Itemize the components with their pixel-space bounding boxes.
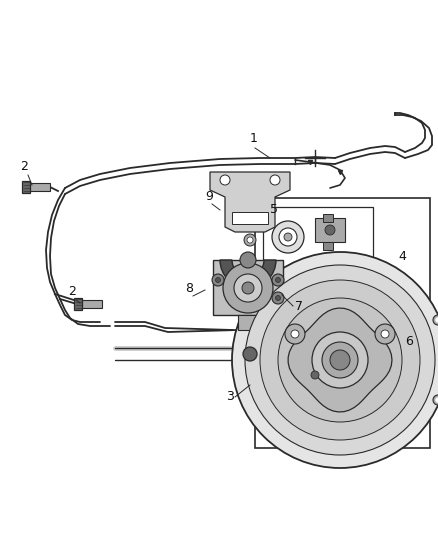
- Text: 9: 9: [205, 190, 213, 203]
- Circle shape: [312, 332, 368, 388]
- Circle shape: [270, 175, 280, 185]
- Text: 4: 4: [398, 250, 406, 263]
- Circle shape: [243, 347, 257, 361]
- Bar: [238, 315, 258, 330]
- Bar: [28, 183, 50, 191]
- Bar: [74, 298, 82, 310]
- Text: 3: 3: [226, 390, 234, 403]
- Circle shape: [234, 274, 262, 302]
- Bar: [263, 207, 373, 267]
- Text: 6: 6: [405, 335, 413, 348]
- Circle shape: [276, 295, 280, 301]
- Bar: [80, 300, 102, 308]
- Text: 1: 1: [250, 132, 258, 145]
- Circle shape: [278, 298, 402, 422]
- Polygon shape: [288, 308, 392, 412]
- Circle shape: [223, 263, 273, 313]
- Circle shape: [244, 234, 256, 246]
- Circle shape: [381, 330, 389, 338]
- Circle shape: [245, 265, 435, 455]
- Text: 2: 2: [20, 160, 28, 173]
- Circle shape: [279, 228, 297, 246]
- Bar: [323, 214, 333, 222]
- Circle shape: [291, 330, 299, 338]
- Circle shape: [436, 398, 438, 402]
- Circle shape: [276, 278, 280, 282]
- Circle shape: [242, 282, 254, 294]
- Circle shape: [325, 225, 335, 235]
- Circle shape: [285, 324, 305, 344]
- Circle shape: [433, 315, 438, 325]
- Circle shape: [247, 237, 253, 243]
- Circle shape: [330, 350, 350, 370]
- Bar: [22, 181, 30, 193]
- Bar: [315, 218, 345, 242]
- Bar: [323, 242, 333, 250]
- Circle shape: [272, 292, 284, 304]
- Text: 8: 8: [185, 282, 193, 295]
- Circle shape: [212, 274, 224, 286]
- Circle shape: [220, 175, 230, 185]
- Text: 5: 5: [270, 203, 278, 216]
- Circle shape: [284, 233, 292, 241]
- Bar: [255, 198, 430, 448]
- Bar: [232, 212, 268, 224]
- Circle shape: [240, 252, 256, 268]
- Circle shape: [232, 252, 438, 468]
- Polygon shape: [213, 260, 283, 315]
- Wedge shape: [220, 260, 276, 288]
- Circle shape: [272, 221, 304, 253]
- Circle shape: [272, 274, 284, 286]
- Circle shape: [433, 395, 438, 405]
- Polygon shape: [210, 172, 290, 232]
- Text: 7: 7: [295, 300, 303, 313]
- Text: 2: 2: [68, 285, 76, 298]
- Circle shape: [436, 318, 438, 322]
- Circle shape: [375, 324, 395, 344]
- Circle shape: [215, 278, 220, 282]
- Circle shape: [322, 342, 358, 378]
- Circle shape: [260, 280, 420, 440]
- Circle shape: [311, 371, 319, 379]
